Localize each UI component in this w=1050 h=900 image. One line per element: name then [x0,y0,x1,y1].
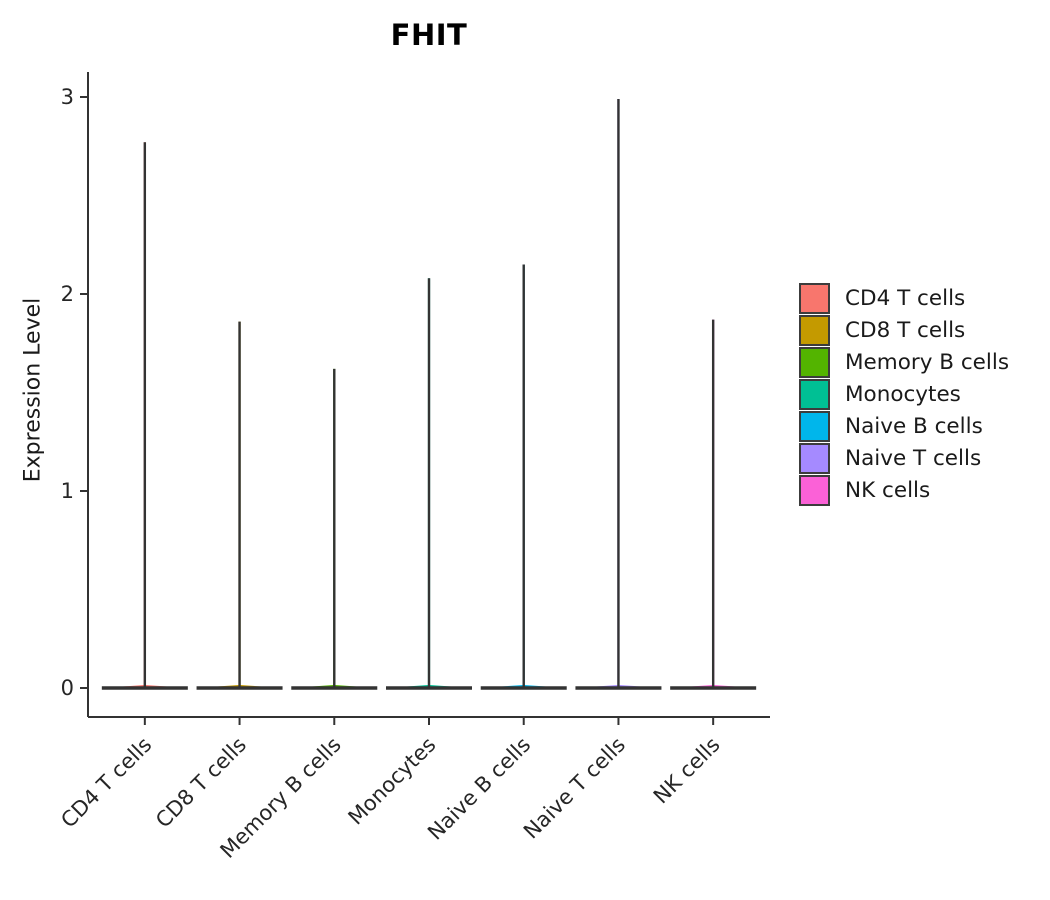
legend-swatch-icon [799,474,830,506]
y-tick-label: 0 [61,676,74,700]
legend-item-naive-t-cells: Naive T cells [799,442,1009,474]
legend-item-label: Naive B cells [845,413,983,439]
legend-item-memory-b-cells: Memory B cells [799,346,1009,378]
y-tick-label: 1 [61,479,74,503]
legend-item-monocytes: Monocytes [799,378,1009,410]
legend-swatch-icon [799,442,830,474]
legend-item-label: CD4 T cells [845,285,966,311]
legend-item-label: Memory B cells [845,349,1010,375]
x-tick-label-nk-cells: NK cells [649,733,725,809]
legend-item-cd8-t-cells: CD8 T cells [799,314,1009,346]
legend-item-cd4-t-cells: CD4 T cells [799,282,1009,314]
x-tick-label-cd8-t-cells: CD8 T cells [151,733,251,833]
legend-item-naive-b-cells: Naive B cells [799,410,1009,442]
legend-swatch-icon [799,378,830,410]
y-tick-label: 2 [61,282,74,306]
legend: CD4 T cells CD8 T cells Memory B cells Mono… [799,282,1009,506]
x-tick-label-naive-t-cells: Naive T cells [519,733,630,844]
x-tick-label-cd4-t-cells: CD4 T cells [56,733,156,833]
legend-item-nk-cells: NK cells [799,474,1009,506]
legend-swatch-icon [799,314,830,346]
legend-swatch-icon [799,346,830,378]
legend-item-label: Naive T cells [845,445,982,471]
legend-item-label: NK cells [845,477,931,503]
legend-swatch-icon [799,410,830,442]
legend-swatch-icon [799,282,830,314]
chart-title: FHIT [390,18,468,52]
legend-item-label: Monocytes [845,381,961,407]
x-tick-label-monocytes: Monocytes [344,733,441,830]
y-tick-label: 3 [61,85,74,109]
legend-item-label: CD8 T cells [845,317,966,343]
